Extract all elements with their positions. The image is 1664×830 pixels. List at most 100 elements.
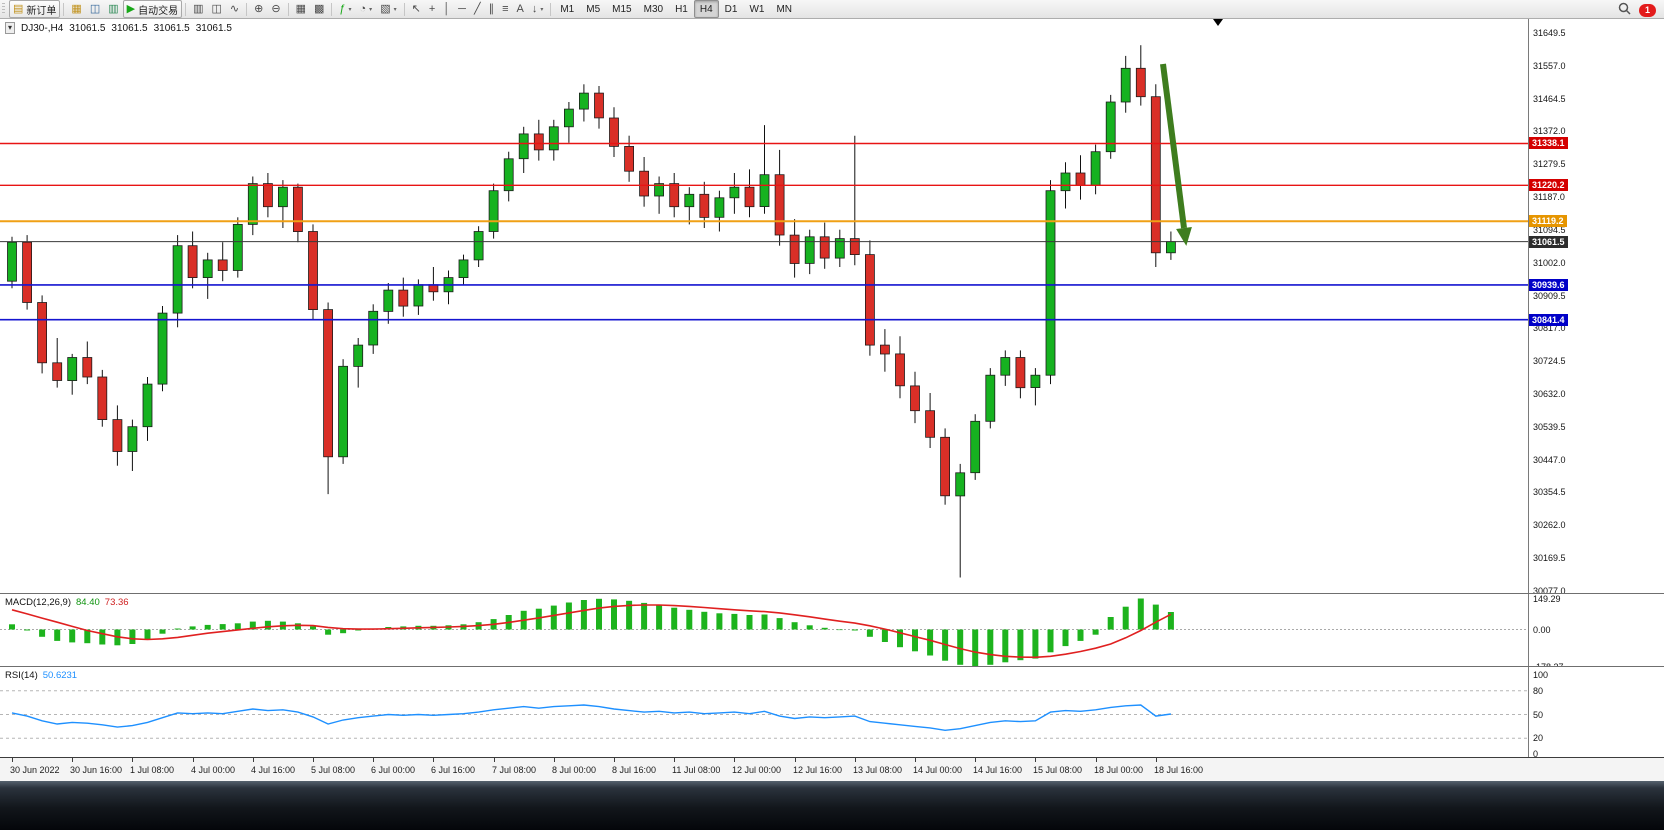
high-value: 31061.5 (111, 22, 148, 34)
rsi-chart[interactable] (0, 667, 1528, 757)
navigator-button[interactable]: ▥ (104, 0, 122, 18)
time-axis-label: 5 Jul 08:00 (311, 765, 356, 775)
auto-arrange-button[interactable]: ▩ (310, 0, 328, 18)
line-chart-button[interactable]: ∿ (226, 0, 243, 18)
timeframe-m15-button[interactable]: M15 (606, 0, 637, 18)
market-watch-button[interactable]: ▦ (67, 0, 85, 18)
low-value: 31061.5 (153, 22, 190, 34)
support-line-2-price-badge: 30841.4 (1529, 313, 1568, 326)
new-order-button[interactable]: ▤ 新订单 (9, 0, 61, 18)
dropdown-caret-icon: ▾ (393, 6, 397, 13)
timeframe-h1-button[interactable]: H1 (669, 0, 694, 18)
notification-badge[interactable]: 1 (1639, 3, 1656, 17)
price-scale[interactable]: 31649.5 31557.0 31464.5 31372.0 31279.5 31187… (1528, 18, 1664, 596)
macd-histogram-bar (716, 613, 723, 630)
toolbar-separator (63, 2, 65, 16)
macd-histogram-bar (249, 621, 256, 630)
time-tick (1156, 758, 1157, 762)
timeframe-mn-button[interactable]: MN (770, 0, 798, 18)
candle (624, 135, 634, 182)
candle (488, 183, 499, 239)
time-tick (674, 758, 675, 762)
candle (187, 231, 198, 289)
time-tick (313, 758, 314, 762)
candlestick-chart-button[interactable]: ◫ (208, 0, 226, 18)
timeframe-h4-button-label: H4 (699, 3, 713, 15)
macd-histogram-bar (987, 629, 994, 665)
toolbar-grip (2, 3, 5, 15)
timeframe-m5-button[interactable]: M5 (580, 0, 606, 18)
time-axis-label: 18 Jul 00:00 (1094, 765, 1144, 775)
fibonacci-icon: ≡ (502, 3, 509, 15)
down-arrow-annotation[interactable] (1160, 63, 1187, 229)
crosshair-button[interactable]: + (425, 0, 439, 18)
timeframe-h4-button[interactable]: H4 (693, 0, 719, 18)
timeframe-mn-button-label: MN (776, 3, 793, 15)
periods-button[interactable]: ◔ ▾ (356, 0, 377, 18)
arrows-button[interactable]: ↓ ▾ (528, 0, 548, 18)
time-axis-label: 1 Jul 08:00 (130, 765, 175, 775)
candle (714, 190, 725, 232)
toolbar-group-zoom: ⊕ ⊖ (250, 0, 284, 18)
time-tick (795, 758, 796, 762)
time-tick (734, 758, 735, 762)
indicators-button[interactable]: ƒ ▾ (335, 0, 355, 18)
text-button[interactable]: A (512, 0, 527, 18)
candle (1166, 231, 1176, 260)
macd-histogram-bar (69, 629, 76, 643)
macd-histogram-bar (1122, 606, 1129, 630)
candle (503, 151, 514, 202)
bar-chart-button[interactable]: ▥ (189, 0, 207, 18)
price-axis-label: 31557.0 (1533, 60, 1566, 71)
search-icon[interactable] (1618, 2, 1631, 18)
vertical-line-button[interactable]: │ (439, 0, 454, 18)
macd-histogram-bar (24, 629, 31, 631)
price-axis-label: 30169.5 (1533, 553, 1566, 564)
timeframe-d1-button[interactable]: D1 (719, 0, 744, 18)
candle (789, 219, 800, 278)
candle (1045, 180, 1056, 385)
tile-windows-button[interactable]: ▦ (292, 0, 310, 18)
candlestick-chart[interactable] (0, 18, 1528, 593)
data-window-button[interactable]: ◫ (86, 0, 104, 18)
macd-chart[interactable] (0, 594, 1528, 666)
macd-scale[interactable]: 149.290.00-178.37 (1528, 593, 1664, 672)
time-axis-label: 30 Jun 2022 (10, 765, 60, 775)
chart-shift-marker[interactable] (1213, 19, 1223, 26)
candle (744, 169, 755, 218)
macd-signal-line (11, 604, 1172, 659)
candle (353, 338, 364, 388)
trendline-button[interactable]: ╱ (470, 0, 485, 18)
rsi-line (11, 704, 1171, 732)
candle (82, 341, 93, 385)
autotrading-button[interactable]: ▶ 自动交易 (122, 0, 183, 18)
macd-histogram-bar (1062, 629, 1069, 647)
cursor-button[interactable]: ↖ (408, 0, 425, 18)
one-click-trading-toggle[interactable]: ▾ (5, 22, 16, 34)
candle (1135, 45, 1146, 106)
horizontal-line-button[interactable]: ─ (454, 0, 470, 18)
candle (518, 126, 529, 173)
time-tick (253, 758, 254, 762)
navigator-icon: ▥ (108, 3, 119, 15)
candle (142, 377, 153, 441)
macd-axis-label: 149.29 (1533, 593, 1561, 604)
timeframe-w1-button[interactable]: W1 (743, 0, 770, 18)
dropdown-caret-icon: ▾ (369, 6, 373, 13)
price-axis-label: 30539.5 (1533, 421, 1566, 432)
macd-histogram-bar (611, 599, 617, 630)
candle (292, 183, 303, 243)
timeframe-m1-button[interactable]: M1 (554, 0, 580, 18)
timeframe-m30-button[interactable]: M30 (638, 0, 669, 18)
channel-button[interactable]: ∥ (485, 0, 499, 18)
fibonacci-button[interactable]: ≡ (498, 0, 512, 18)
time-axis[interactable]: 30 Jun 2022 30 Jun 16:00 1 Jul 08:00 4 Jul … (0, 757, 1664, 782)
bar-chart-icon: ▥ (193, 3, 204, 15)
zoom-in-button[interactable]: ⊕ (250, 0, 267, 18)
macd-histogram-bar (686, 609, 693, 630)
zoom-out-button[interactable]: ⊖ (267, 0, 284, 18)
templates-button[interactable]: ▧ ▾ (376, 0, 400, 18)
rsi-scale[interactable]: 100 80 50 20 0 (1528, 667, 1664, 759)
time-axis-label: 12 Jul 00:00 (732, 765, 782, 775)
candle (1105, 94, 1116, 159)
